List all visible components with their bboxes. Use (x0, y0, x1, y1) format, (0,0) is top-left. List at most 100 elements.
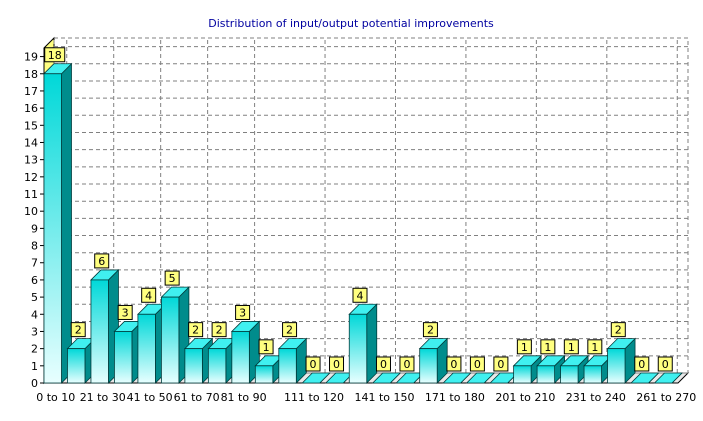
data-label-text: 2 (75, 324, 82, 337)
data-label-box (563, 339, 579, 355)
data-labels: 18 2 6 3 4 5 2 2 3 1 2 0 0 4 0 0 2 0 0 0 1 1 1 1 2 0 0 (44, 47, 673, 372)
data-label-box (329, 356, 345, 372)
data-label-text: 1 (521, 341, 528, 354)
data-label-text: 18 (48, 49, 62, 62)
bar (418, 337, 449, 384)
x-axis: 0 to 10 21 to 30 41 to 50 61 to 70 81 to 90 1… (36, 382, 696, 404)
data-label-text: 1 (591, 341, 598, 354)
y-tick-label: 16 (24, 102, 38, 115)
back-wall (53, 37, 689, 374)
x-tick-label: 21 to 30 (80, 391, 126, 404)
bar (536, 354, 566, 384)
bar (442, 372, 472, 384)
data-label-box (44, 47, 66, 63)
x-tick-label: 141 to 150 (354, 391, 414, 404)
data-label-text: 0 (380, 358, 387, 371)
data-label: 0 (634, 356, 650, 372)
data-label-text: 4 (145, 289, 152, 302)
data-label-box (141, 287, 157, 303)
data-label: 0 (305, 356, 321, 372)
data-label: 0 (446, 356, 462, 372)
data-label: 0 (329, 356, 345, 372)
bar-front (160, 296, 180, 384)
bars (43, 62, 683, 384)
y-tick-label: 13 (24, 154, 38, 167)
bar-top (630, 372, 660, 384)
data-label-text: 2 (286, 324, 293, 337)
data-label: 0 (375, 356, 391, 372)
bar-front (560, 365, 579, 384)
bar-top (371, 372, 402, 384)
data-label-text: 2 (192, 324, 199, 337)
data-label-text: 5 (169, 272, 176, 285)
data-label: 2 (282, 322, 298, 338)
data-label-box (258, 339, 274, 355)
bar (653, 372, 683, 384)
data-label: 0 (657, 356, 673, 372)
data-label-box (610, 322, 626, 338)
bar (630, 372, 660, 384)
data-label-box (375, 356, 391, 372)
bar-front (583, 365, 602, 384)
data-label-box (70, 322, 86, 338)
bar-top (465, 372, 496, 384)
bar (277, 337, 308, 384)
y-tick-label: 15 (24, 119, 38, 132)
bar-front (536, 365, 556, 384)
bar-top (653, 372, 683, 384)
data-label: 1 (587, 339, 603, 355)
bar (371, 372, 402, 384)
data-label: 3 (117, 304, 133, 320)
data-label: 1 (516, 339, 532, 355)
y-tick-label: 14 (24, 136, 38, 149)
data-label: 2 (422, 322, 438, 338)
data-label: 0 (399, 356, 415, 372)
data-label-text: 3 (239, 306, 246, 319)
data-label-text: 3 (122, 306, 129, 319)
data-label: 4 (352, 287, 368, 303)
data-label: 0 (493, 356, 509, 372)
x-tick-label: 61 to 70 (174, 391, 220, 404)
data-label: 6 (94, 253, 110, 269)
bar-front (114, 331, 133, 384)
data-label-text: 1 (568, 341, 575, 354)
data-label: 2 (188, 322, 204, 338)
data-label-text: 2 (427, 324, 434, 337)
y-tick-label: 17 (24, 85, 38, 98)
data-label-box (540, 339, 556, 355)
bar-front (231, 331, 250, 384)
bar (606, 337, 637, 384)
y-tick-label: 18 (24, 68, 38, 81)
chart-title: Distribution of input/output potential i… (208, 17, 494, 30)
bar-front (513, 365, 532, 384)
y-tick-label: 11 (24, 188, 38, 201)
x-tick-label: 0 to 10 (36, 391, 75, 404)
data-label: 0 (469, 356, 485, 372)
data-label-box (164, 270, 180, 286)
bar (43, 62, 73, 384)
data-label-box (422, 322, 438, 338)
bar-side (366, 303, 378, 384)
y-tick-label: 5 (31, 291, 38, 304)
bar-front (90, 279, 109, 384)
bar-front (67, 348, 86, 384)
data-label-box (305, 356, 321, 372)
bar-side (61, 62, 72, 384)
data-label-text: 0 (662, 358, 669, 371)
data-label-text: 0 (333, 358, 340, 371)
data-label-box (211, 322, 227, 338)
bar-front (607, 348, 626, 384)
x-tick-label: 111 to 120 (284, 391, 344, 404)
x-tick-label: 231 to 240 (566, 391, 626, 404)
data-label-box (469, 356, 485, 372)
bar-top (301, 372, 331, 384)
data-label-box (352, 287, 368, 303)
data-label: 2 (211, 322, 227, 338)
data-label: 1 (540, 339, 556, 355)
y-tick-label: 3 (31, 325, 38, 338)
data-label-text: 6 (98, 255, 105, 268)
bar-front (137, 313, 156, 384)
data-label-box (117, 304, 133, 320)
y-tick-label: 7 (31, 257, 38, 270)
data-label: 1 (563, 339, 579, 355)
